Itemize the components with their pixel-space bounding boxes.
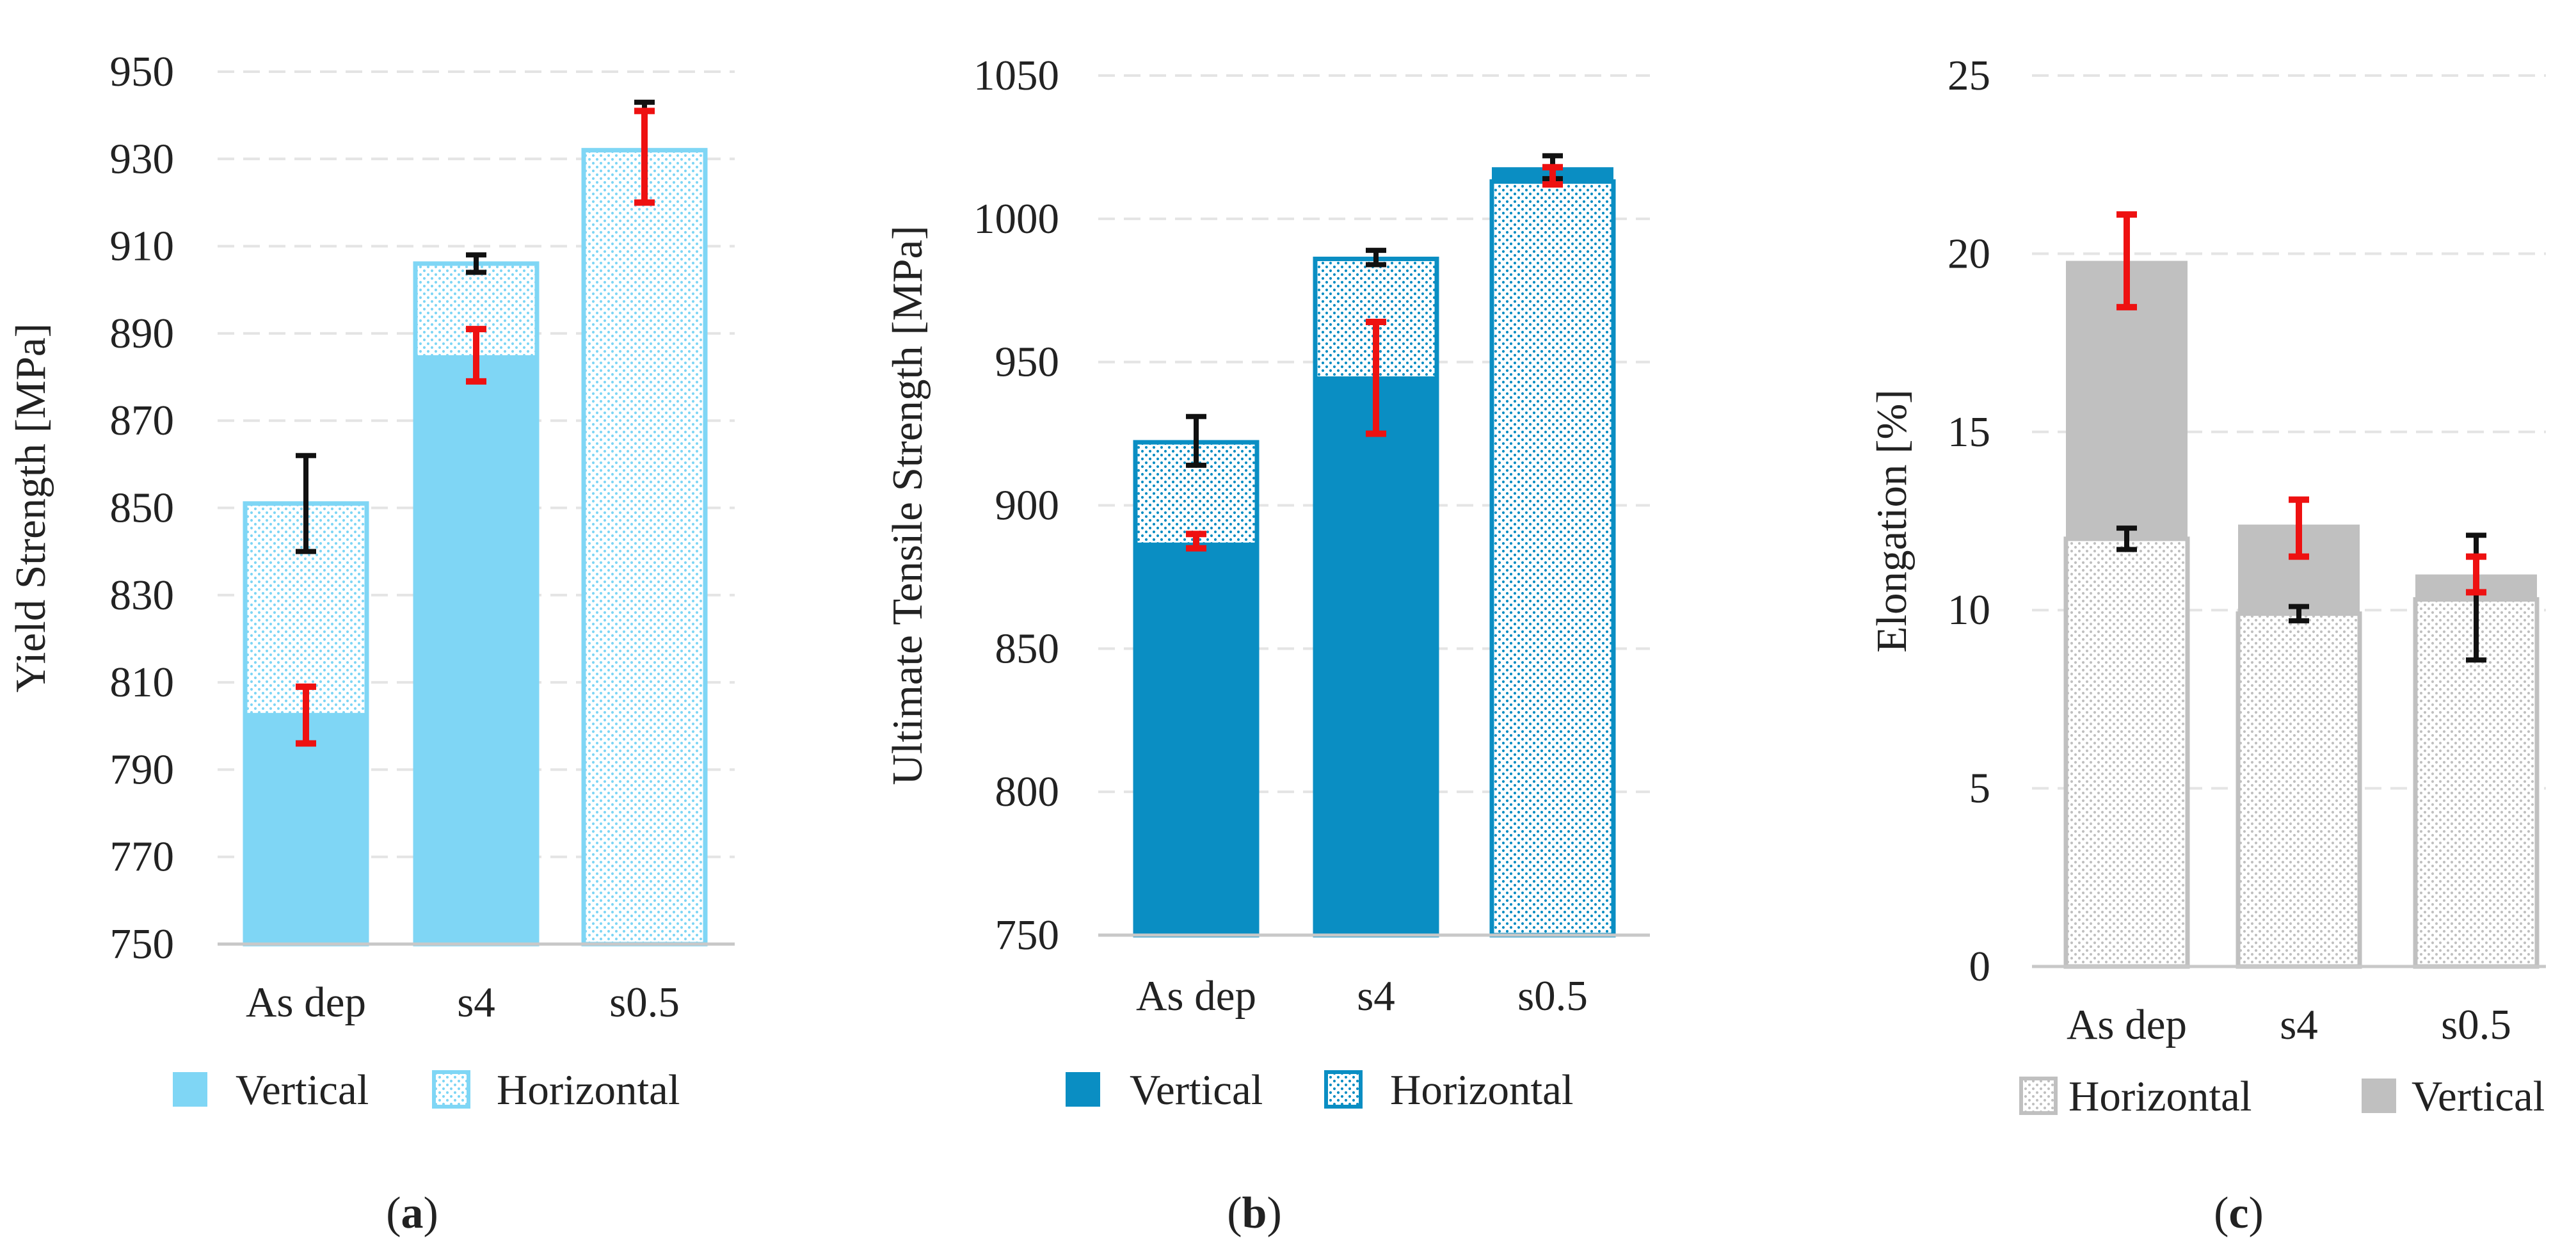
legend-label-vertical: Vertical xyxy=(1130,1066,1263,1114)
error-bar-vertical xyxy=(466,326,486,385)
y-tick-label: 5 xyxy=(1969,765,1991,812)
bar-horizontal-s0-5 xyxy=(1489,179,1616,938)
legend-swatch-vertical xyxy=(173,1072,207,1107)
x-category-label: s4 xyxy=(457,979,495,1026)
bar-horizontal-as-dep xyxy=(2063,536,2190,969)
y-tick-label: 850 xyxy=(995,625,1060,672)
y-tick-label: 790 xyxy=(110,746,175,793)
y-tick-label: 900 xyxy=(995,482,1060,529)
legend-swatch-vertical xyxy=(1066,1072,1100,1107)
legend-swatch-horizontal xyxy=(432,1070,470,1109)
y-tick-label: 810 xyxy=(110,659,175,706)
y-tick-label: 870 xyxy=(110,397,175,444)
x-category-label: s0.5 xyxy=(609,979,680,1026)
error-bar-horizontal xyxy=(2289,604,2309,623)
x-category-label: As dep xyxy=(1136,972,1256,1020)
panel-label: (c) xyxy=(2214,1189,2264,1238)
error-bar-horizontal xyxy=(1366,248,1386,268)
y-tick-label: 830 xyxy=(110,572,175,619)
y-tick-label: 800 xyxy=(995,768,1060,815)
x-category-label: s0.5 xyxy=(2441,1001,2511,1048)
bar-vertical-s4 xyxy=(1315,376,1437,935)
legend-swatch-horizontal xyxy=(1324,1070,1363,1109)
y-axis-title: Elongation [%] xyxy=(1868,389,1916,652)
legend-label-horizontal: Horizontal xyxy=(497,1066,680,1114)
x-category-label: s4 xyxy=(2280,1001,2318,1048)
panel-a: 750 770 790 810 830 850 870 890 910 930 950 Yield S… xyxy=(7,48,735,1238)
y-tick-label: 10 xyxy=(1948,586,1990,634)
x-category-label: As dep xyxy=(2067,1001,2187,1048)
y-axis-title: Yield Strength [MPa] xyxy=(7,323,54,693)
y-tick-label: 890 xyxy=(110,310,175,357)
y-tick-label: 1050 xyxy=(973,52,1059,99)
legend-label-horizontal: Horizontal xyxy=(2068,1073,2252,1120)
error-bar-horizontal xyxy=(296,453,316,554)
error-bar-vertical xyxy=(2289,496,2309,560)
bar-horizontal-s0-5 xyxy=(581,148,708,947)
bar-horizontal-s4 xyxy=(2236,611,2362,969)
legend-label-horizontal: Horizontal xyxy=(1390,1066,1574,1114)
bar-vertical-s4 xyxy=(415,355,537,944)
y-tick-label: 750 xyxy=(995,911,1060,959)
y-tick-label: 0 xyxy=(1969,943,1991,990)
x-category-label: s0.5 xyxy=(1517,972,1588,1020)
error-bar-horizontal xyxy=(466,252,486,275)
error-bar-vertical xyxy=(2116,211,2137,310)
error-bar-vertical xyxy=(1366,318,1386,437)
error-bar-vertical xyxy=(634,108,655,206)
legend-swatch-vertical xyxy=(2362,1079,2396,1113)
y-tick-label: 25 xyxy=(1948,52,1990,99)
y-tick-label: 930 xyxy=(110,135,175,182)
y-tick-label: 770 xyxy=(110,833,175,881)
error-bar-vertical xyxy=(1542,164,1563,188)
bar-vertical-as-dep xyxy=(1135,542,1257,935)
legend-label-vertical: Vertical xyxy=(2412,1073,2545,1120)
y-tick-label: 20 xyxy=(1948,230,1990,277)
x-category-label: As dep xyxy=(246,979,366,1026)
y-tick-label: 950 xyxy=(110,48,175,95)
panel-c: 0 5 10 15 20 25 Elongation [%] As dep s4 s0.5 Hori… xyxy=(1868,52,2546,1238)
legend-label-vertical: Vertical xyxy=(236,1066,369,1114)
y-tick-label: 910 xyxy=(110,223,175,270)
y-tick-label: 15 xyxy=(1948,408,1990,456)
bar-vertical-as-dep xyxy=(245,712,367,944)
error-bar-vertical xyxy=(1186,531,1206,552)
y-tick-label: 1000 xyxy=(973,195,1059,243)
legend-swatch-horizontal xyxy=(2019,1077,2058,1115)
y-tick-label: 850 xyxy=(110,485,175,532)
panel-label: (b) xyxy=(1227,1189,1282,1238)
error-bar-horizontal xyxy=(1186,413,1206,468)
error-bar-vertical xyxy=(2466,553,2486,596)
y-axis-title: Ultimate Tensile Strength [MPa] xyxy=(884,225,931,785)
panel-b: 750 800 850 900 950 1000 1050 Ultimate Tensile … xyxy=(884,52,1650,1238)
x-category-label: s4 xyxy=(1357,972,1395,1020)
panel-label: (a) xyxy=(386,1189,438,1238)
y-tick-label: 950 xyxy=(995,339,1060,386)
error-bar-horizontal xyxy=(2116,525,2137,552)
error-bar-vertical xyxy=(296,683,316,747)
y-tick-label: 750 xyxy=(110,920,175,968)
